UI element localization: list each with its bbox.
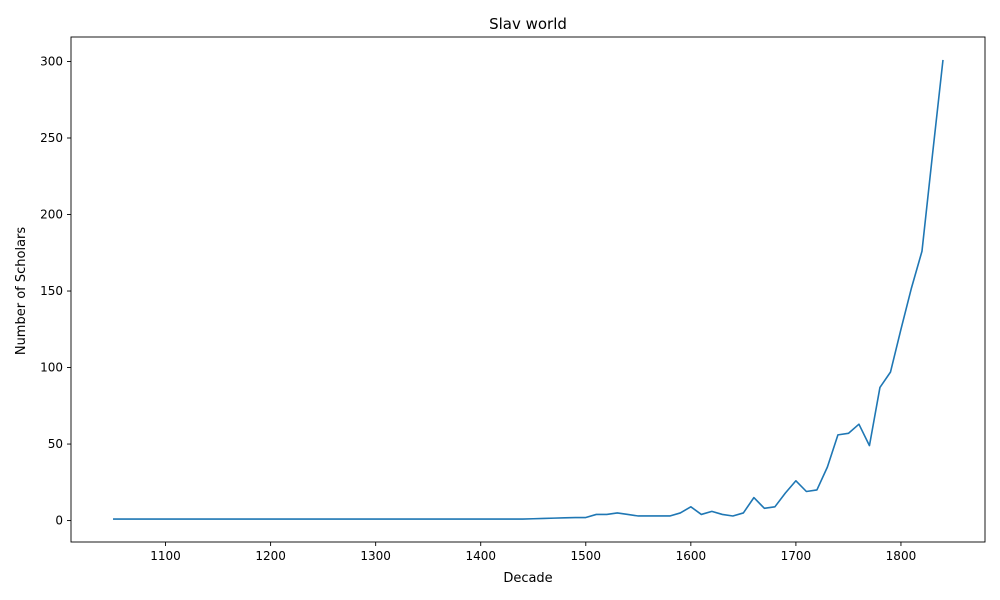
series-line bbox=[113, 59, 944, 520]
x-tick-label: 1600 bbox=[676, 549, 707, 563]
y-axis-ticks: 0 50 100 150 200 250 300 bbox=[40, 54, 71, 528]
plot-frame bbox=[70, 36, 986, 543]
x-tick-label: 1400 bbox=[465, 549, 496, 563]
x-axis-ticks: 1100 1200 1300 1400 1500 1600 1700 1800 bbox=[150, 542, 916, 563]
y-tick-label: 150 bbox=[40, 284, 63, 298]
y-tick-label: 250 bbox=[40, 131, 63, 145]
x-tick-label: 1500 bbox=[571, 549, 602, 563]
y-tick-label: 50 bbox=[48, 437, 63, 451]
plot-area bbox=[70, 36, 986, 543]
x-axis-label: Decade bbox=[503, 571, 552, 586]
y-tick-label: 200 bbox=[40, 208, 63, 222]
y-tick-label: 100 bbox=[40, 361, 63, 375]
x-tick-label: 1300 bbox=[360, 549, 391, 563]
x-tick-label: 1100 bbox=[150, 549, 181, 563]
x-tick-label: 1800 bbox=[886, 549, 917, 563]
y-axis-label: Number of Scholars bbox=[14, 227, 29, 356]
x-tick-label: 1200 bbox=[255, 549, 286, 563]
y-tick-label: 300 bbox=[40, 54, 63, 68]
x-tick-label: 1700 bbox=[781, 549, 812, 563]
chart-title: Slav world bbox=[489, 15, 567, 33]
y-tick-label: 0 bbox=[55, 514, 63, 528]
